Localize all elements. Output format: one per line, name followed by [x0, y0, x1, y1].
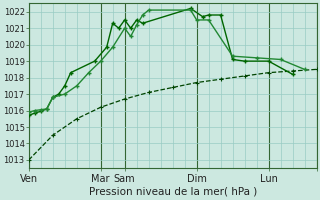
X-axis label: Pression niveau de la mer( hPa ): Pression niveau de la mer( hPa ) — [89, 187, 257, 197]
